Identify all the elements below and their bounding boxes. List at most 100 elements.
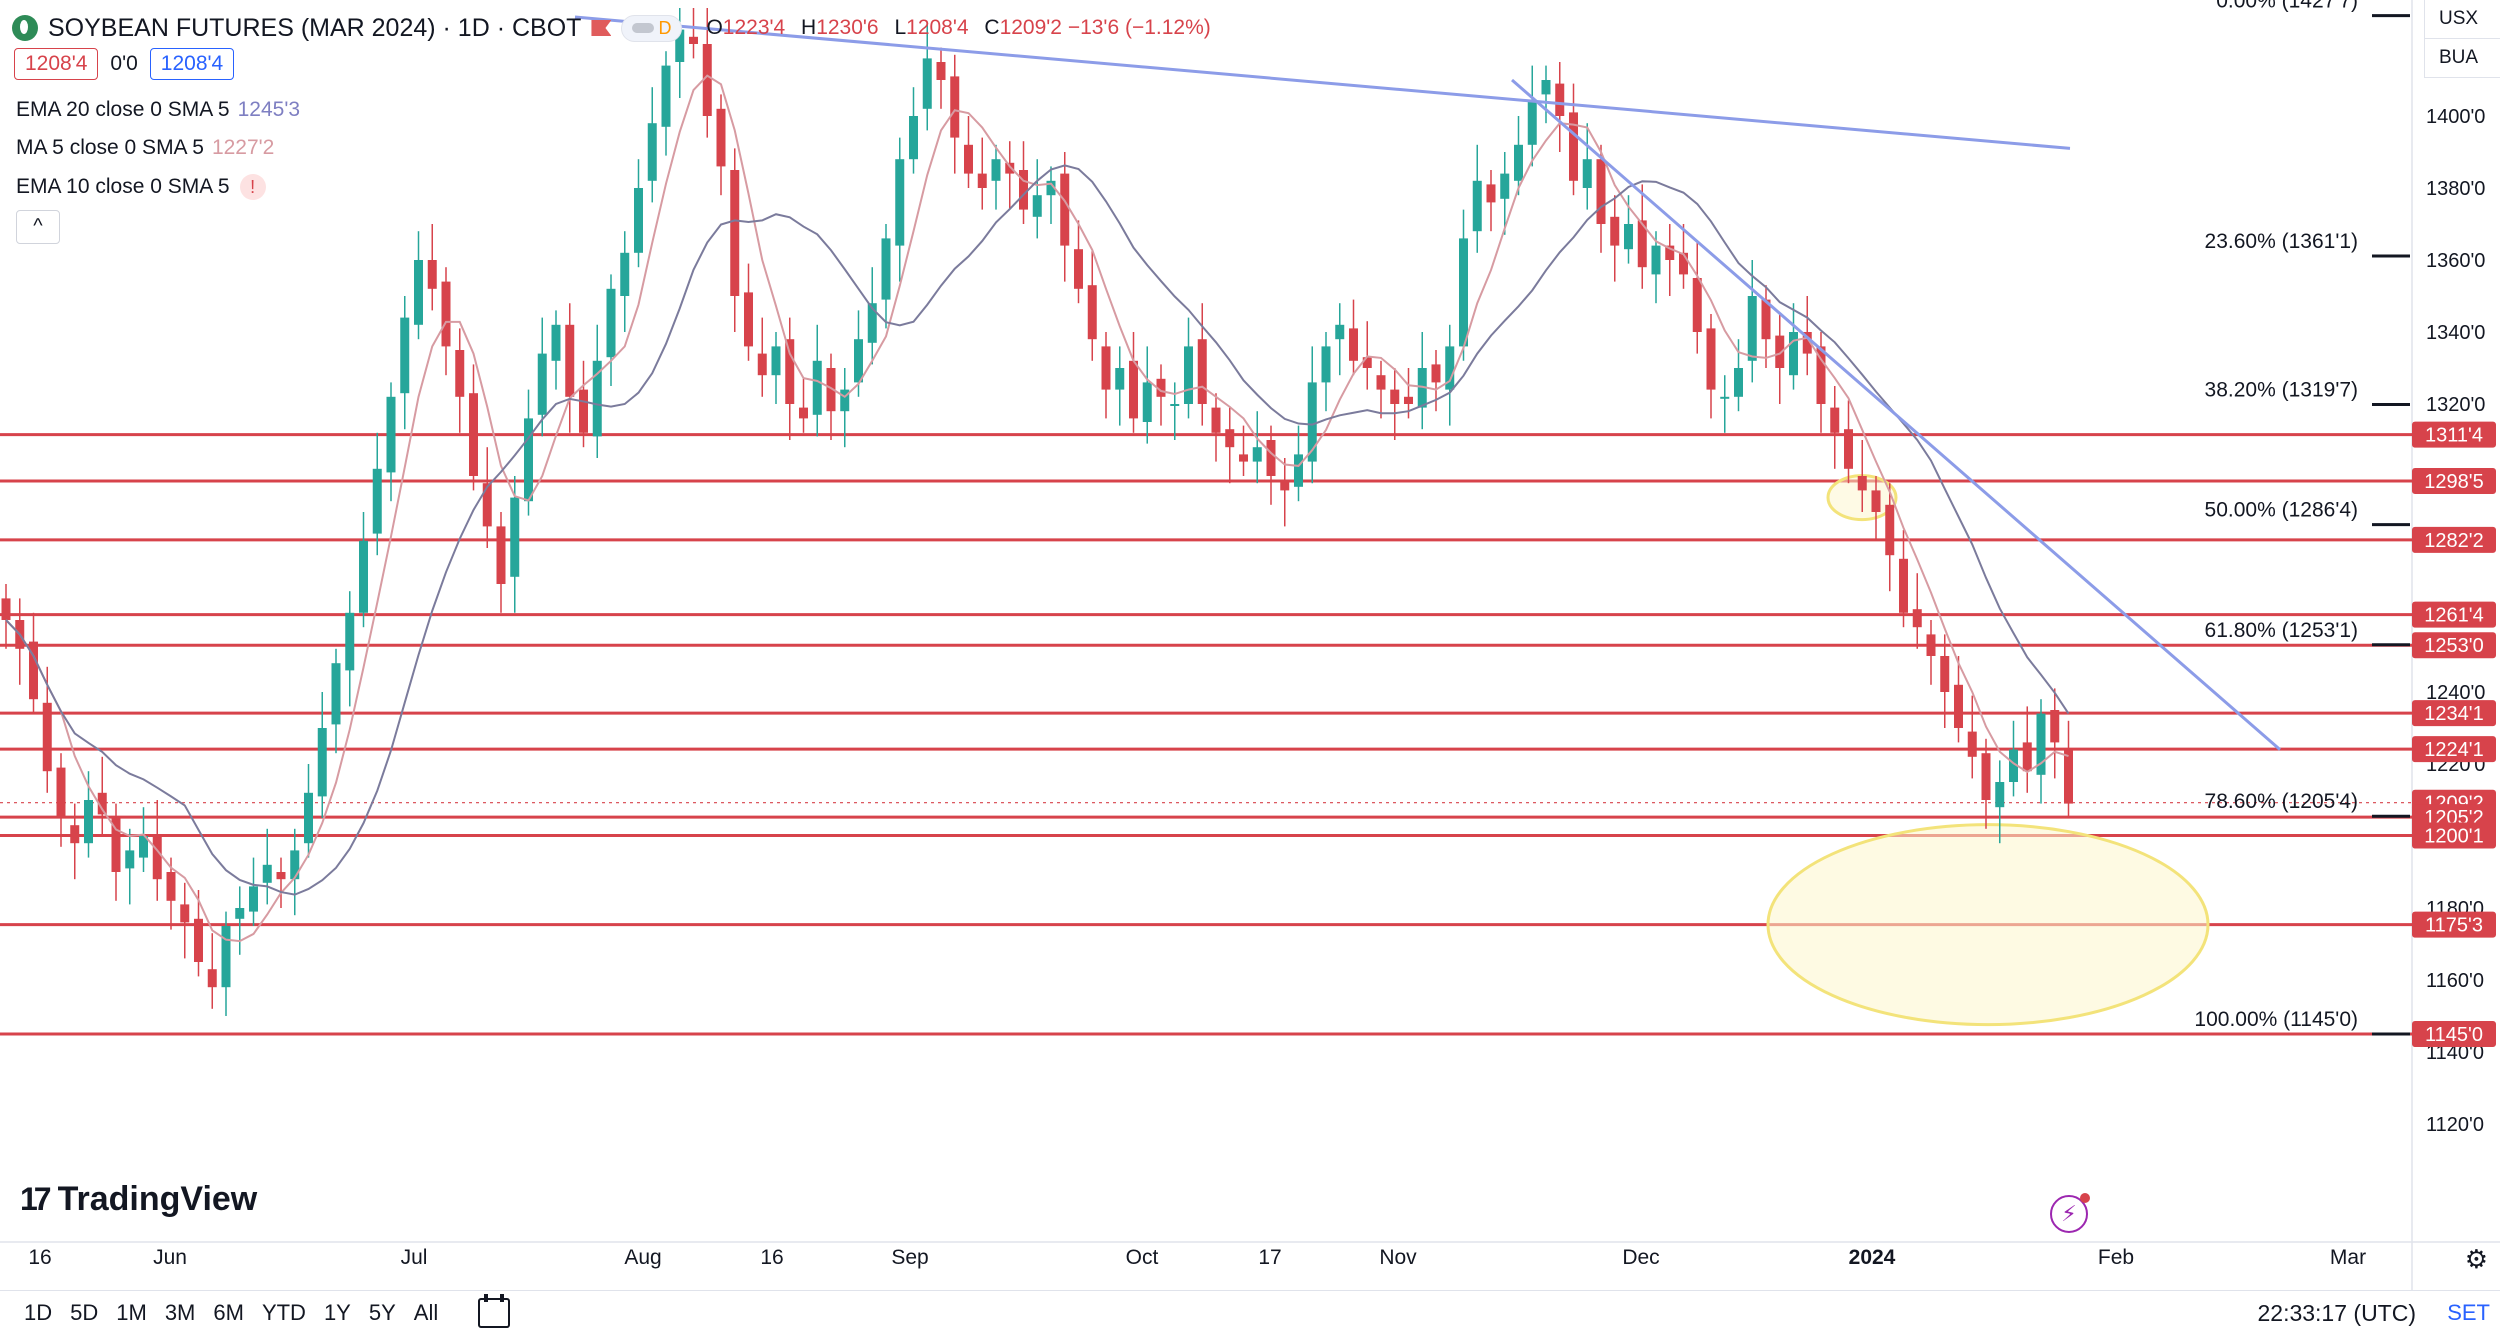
candle-body (881, 238, 891, 300)
candle-body (2036, 713, 2046, 775)
price-tag-label: 1311'4 (2425, 425, 2483, 447)
fib-level-label: 61.80% (1253'1) (2205, 619, 2358, 642)
timeframe-6m[interactable]: 6M (213, 1300, 244, 1325)
candle-body (84, 800, 93, 844)
symbol-header: SOYBEAN FUTURES (MAR 2024) · 1D · CBOT D… (12, 8, 1211, 48)
candle-body (1197, 339, 1207, 404)
symbol-title[interactable]: SOYBEAN FUTURES (MAR 2024) · 1D · CBOT (48, 13, 582, 42)
candle-body (1665, 245, 1675, 260)
settlement-toggle[interactable]: SET (2447, 1300, 2490, 1325)
price-tag-box (2412, 632, 2496, 659)
price-tag-label: 1200'1 (2424, 826, 2483, 848)
timeframe-3m[interactable]: 3M (164, 1300, 196, 1325)
sell-button[interactable]: 1208'4 (14, 48, 99, 80)
warning-icon[interactable]: ! (239, 174, 266, 200)
utc-clock[interactable]: 22:33:17 (UTC) (2257, 1299, 2416, 1326)
candle-body (1981, 753, 1991, 800)
symbol-logo-icon (12, 15, 38, 41)
bottom-toolbar: 1D 5D 1M 3M 6M YTD 1Y 5Y All 22:33:17 (U… (0, 1290, 2500, 1335)
buy-button[interactable]: 1208'4 (149, 48, 235, 80)
currency-selector[interactable]: USX (2424, 0, 2500, 39)
market-status-pill[interactable]: D (621, 14, 683, 42)
collapse-indicators-button[interactable]: ^ (16, 210, 60, 244)
lightning-icon[interactable]: ⚡ (2050, 1193, 2090, 1233)
candle-body (1706, 328, 1716, 390)
flag-icon[interactable] (591, 20, 612, 36)
candle-body (1252, 447, 1262, 462)
fibonacci-labels: 0.00% (1427'7) 23.60% (1361'1) 38.20% (131… (2194, 0, 2410, 1036)
indicator-ema10[interactable]: EMA 10 close 0 SMA 5! (16, 174, 266, 200)
price-tag-label: 1261'4 (2424, 605, 2483, 627)
timeframe-5d[interactable]: 5D (70, 1300, 99, 1325)
candle-body (1445, 346, 1455, 390)
candle-body (304, 792, 313, 844)
candle-body (1555, 83, 1565, 116)
time-tick-label: Oct (1126, 1246, 1159, 1269)
candle-body (1060, 173, 1070, 246)
candle-body (1651, 245, 1661, 275)
time-tick-label: Dec (1622, 1246, 1659, 1269)
fib-level-label: 23.60% (1361'1) (2205, 230, 2358, 253)
fib-level-label: 50.00% (1286'4) (2205, 499, 2358, 522)
fib-level-label: 78.60% (1205'4) (2205, 790, 2358, 813)
candle-body (1541, 80, 1551, 95)
low-value: 1208'4 (906, 16, 969, 39)
timeframe-5y[interactable]: 5Y (368, 1300, 396, 1325)
unit-selector[interactable]: BUA (2424, 39, 2500, 78)
candle-body (1624, 224, 1633, 250)
candle-body (840, 389, 850, 412)
timeframe-all[interactable]: All (413, 1300, 439, 1325)
price-tag-box (2412, 467, 2496, 494)
candle-body (1692, 278, 1702, 332)
tradingview-logo[interactable]: 17 TradingView (20, 1180, 257, 1219)
price-tick-label: 1140'0 (2426, 1042, 2484, 1064)
price-tick-label: 1120'0 (2426, 1114, 2484, 1136)
candle-body (1321, 346, 1331, 383)
fib-level-label: 0.00% (1427'7) (2216, 0, 2358, 13)
candle-body (1747, 296, 1757, 361)
price-tick-label: 1360'0 (2426, 250, 2485, 272)
candle-body (1362, 357, 1372, 368)
candle-body (2050, 710, 2060, 743)
candle-body (730, 170, 740, 296)
open-label: O (706, 16, 723, 39)
candle-body (647, 123, 657, 181)
timeframe-1y[interactable]: 1Y (323, 1300, 351, 1325)
candle-body (1514, 144, 1523, 181)
price-tag-box (2412, 911, 2496, 938)
candle-body (1995, 782, 2005, 808)
calendar-icon[interactable] (478, 1294, 511, 1328)
time-tick-label: 17 (1258, 1246, 1281, 1269)
indicator-ema20[interactable]: EMA 20 close 0 SMA 5 1245'3 (16, 98, 300, 122)
time-tick-label: Nov (1379, 1246, 1417, 1269)
time-tick-label: 16 (28, 1246, 51, 1269)
timeframe-1m[interactable]: 1M (116, 1300, 147, 1325)
candle-body (854, 339, 863, 383)
candle-body (1266, 440, 1276, 476)
candle-body (1005, 162, 1015, 174)
support-resistance-levels (0, 433, 2412, 1036)
timeframe-1d[interactable]: 1D (24, 1300, 53, 1325)
candle-body (675, 29, 685, 63)
time-tick-label: Mar (2330, 1246, 2366, 1269)
candle-body (1101, 346, 1111, 390)
indicator-value: 1245'3 (237, 98, 301, 121)
time-tick-label: 16 (760, 1246, 783, 1269)
time-tick-label: Aug (624, 1246, 661, 1269)
candle-body (56, 767, 66, 818)
candle-body (1280, 479, 1290, 491)
time-axis: 16 Jun Jul Aug 16 Sep Oct 17 Nov Dec 2024 Feb Mar (28, 1246, 2366, 1269)
candle-body (1417, 368, 1427, 408)
candle-body (1170, 404, 1180, 406)
candle-body (290, 850, 300, 880)
gear-icon[interactable]: ⚙ (2464, 1244, 2488, 1274)
candle-body (1390, 389, 1400, 404)
candle-body (895, 159, 905, 246)
candle-body (331, 663, 341, 725)
candle-body (166, 872, 176, 901)
candle-body (1500, 173, 1510, 199)
price-tick-label: 1160'0 (2426, 970, 2484, 992)
timeframe-ytd[interactable]: YTD (261, 1300, 306, 1325)
indicator-ma5[interactable]: MA 5 close 0 SMA 5 1227'2 (16, 136, 274, 160)
